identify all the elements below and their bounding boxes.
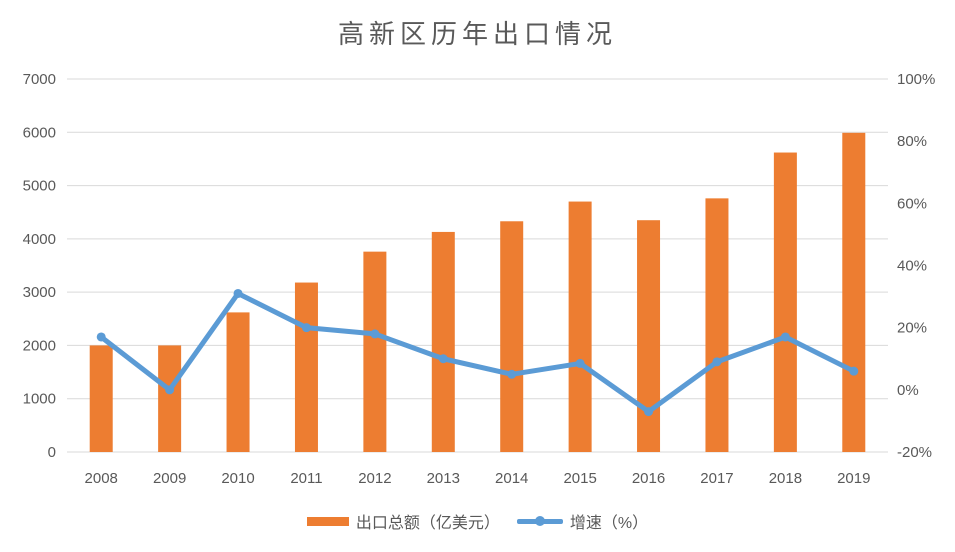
x-axis-label: 2019 [837, 470, 870, 487]
x-axis-label: 2015 [563, 470, 596, 487]
bar-2009 [158, 345, 182, 452]
right-axis-tick: 80% [897, 133, 927, 150]
chart-title: 高新区历年出口情况 [337, 20, 617, 49]
bar-2012 [363, 251, 387, 452]
right-axis-tick: 0% [897, 382, 919, 399]
right-axis-tick: 40% [897, 258, 927, 275]
marker-2018 [780, 332, 790, 342]
left-axis-tick: 1000 [23, 391, 56, 408]
left-axis-tick: 5000 [23, 178, 56, 195]
right-axis-tick: 60% [897, 195, 927, 212]
marker-2017 [712, 357, 722, 367]
bar-2017 [705, 198, 729, 452]
legend-bar-swatch-icon [306, 516, 349, 526]
bar-2008 [89, 345, 113, 452]
growth-line [98, 290, 857, 415]
left-axis-tick: 7000 [23, 71, 56, 88]
bar-2011 [294, 282, 318, 452]
left-axis-tick: 4000 [23, 231, 56, 248]
bar-2010 [226, 312, 250, 452]
marker-2012 [370, 329, 380, 339]
bar-2014 [500, 221, 524, 452]
legend-bar-label: 出口总额（亿美元） [355, 515, 500, 532]
right-axis-tick: 20% [897, 320, 927, 337]
x-axis-label: 2017 [700, 470, 733, 487]
x-axis-label: 2018 [769, 470, 802, 487]
legend-item-growth: 增速（%） [507, 509, 648, 533]
x-axis-label: 2010 [221, 470, 254, 487]
x-axis-label: 2008 [85, 470, 118, 487]
x-axis-label: 2011 [290, 470, 322, 487]
bar-2016 [637, 220, 661, 452]
x-axis-label: 2016 [632, 470, 665, 487]
bar-2019 [842, 132, 866, 452]
marker-2011 [301, 323, 311, 333]
marker-2019 [849, 366, 859, 376]
x-axis-label: 2013 [427, 470, 460, 487]
bar-2018 [773, 152, 797, 452]
left-axis-tick: 2000 [23, 337, 56, 354]
bar-2013 [431, 231, 455, 452]
x-axis-label: 2012 [358, 470, 391, 487]
legend-item-exports: 出口总额（亿美元） [306, 509, 500, 533]
left-axis-tick: 6000 [23, 124, 56, 141]
x-axis-label: 2014 [495, 470, 528, 487]
legend-line-label: 增速（%） [569, 515, 649, 532]
marker-2014 [507, 369, 517, 379]
left-axis-tick: 0 [48, 444, 56, 461]
chart-legend: 出口总额（亿美元） 增速（%） [0, 510, 955, 532]
marker-2008 [96, 332, 106, 342]
bar-2015 [568, 201, 592, 452]
marker-2016 [644, 407, 654, 417]
right-axis-tick: 100% [897, 71, 935, 88]
right-axis-tick: -20% [897, 444, 932, 461]
x-axis-label: 2009 [153, 470, 186, 487]
marker-2010 [233, 288, 243, 298]
left-axis-tick: 3000 [23, 284, 56, 301]
marker-2009 [165, 385, 175, 395]
marker-2015 [575, 358, 585, 368]
legend-line-swatch-icon [516, 518, 563, 524]
marker-2013 [438, 354, 448, 364]
